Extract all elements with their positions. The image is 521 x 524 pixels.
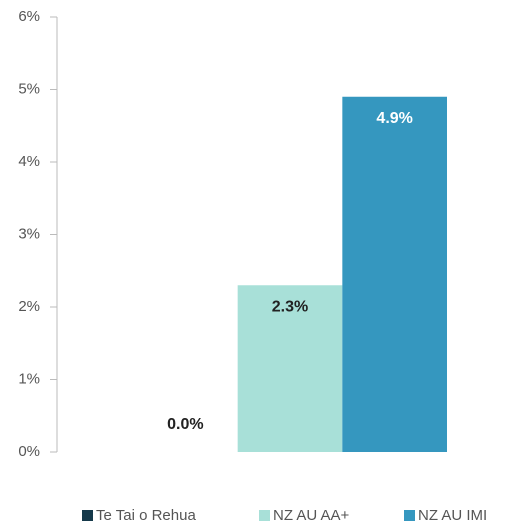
y-tick-label: 5% xyxy=(18,80,40,97)
legend-label: Te Tai o Rehua xyxy=(96,507,196,524)
y-tick-label: 2% xyxy=(18,298,40,315)
y-tick-label: 3% xyxy=(18,225,40,242)
y-tick-label: 6% xyxy=(18,8,40,25)
legend-swatch xyxy=(82,510,93,521)
y-tick-label: 1% xyxy=(18,370,40,387)
legend-label: NZ AU AA+ xyxy=(273,507,350,524)
value-label: 4.9% xyxy=(376,110,412,127)
y-tick-label: 4% xyxy=(18,153,40,170)
y-tick-label: 0% xyxy=(18,443,40,460)
value-label: 2.3% xyxy=(272,298,308,315)
bar xyxy=(342,96,447,452)
bar xyxy=(237,285,343,452)
legend-swatch xyxy=(259,510,270,521)
legend-label: NZ AU IMI xyxy=(418,507,487,524)
legend-swatch xyxy=(404,510,415,521)
value-label: 0.0% xyxy=(167,416,203,433)
